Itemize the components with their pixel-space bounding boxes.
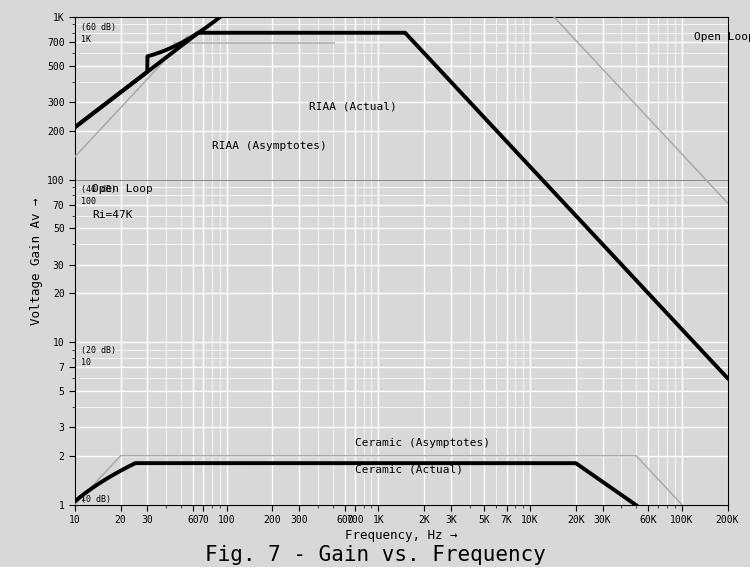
Text: Ri=47K: Ri=47K bbox=[92, 210, 133, 220]
Text: Open Loop: Open Loop bbox=[92, 184, 153, 193]
Text: 10: 10 bbox=[81, 358, 92, 367]
Text: 1K: 1K bbox=[81, 35, 92, 44]
Text: Ceramic (Actual): Ceramic (Actual) bbox=[355, 464, 463, 474]
Text: Fig. 7 - Gain vs. Frequency: Fig. 7 - Gain vs. Frequency bbox=[205, 545, 545, 565]
Text: (40 dB): (40 dB) bbox=[81, 185, 116, 194]
Text: RIAA (Actual): RIAA (Actual) bbox=[309, 102, 397, 112]
Y-axis label: Voltage Gain Av →: Voltage Gain Av → bbox=[30, 197, 43, 324]
Text: 100: 100 bbox=[81, 197, 96, 206]
Text: (60 dB): (60 dB) bbox=[81, 23, 116, 32]
Text: 1: 1 bbox=[81, 493, 86, 502]
Text: (20 dB): (20 dB) bbox=[81, 346, 116, 355]
X-axis label: Frequency, Hz →: Frequency, Hz → bbox=[345, 529, 458, 542]
Text: Ceramic (Asymptotes): Ceramic (Asymptotes) bbox=[355, 438, 490, 448]
Text: RIAA (Asymptotes): RIAA (Asymptotes) bbox=[212, 141, 327, 151]
Text: (0 dB): (0 dB) bbox=[81, 495, 111, 503]
Text: Open Loop: Open Loop bbox=[694, 32, 750, 43]
